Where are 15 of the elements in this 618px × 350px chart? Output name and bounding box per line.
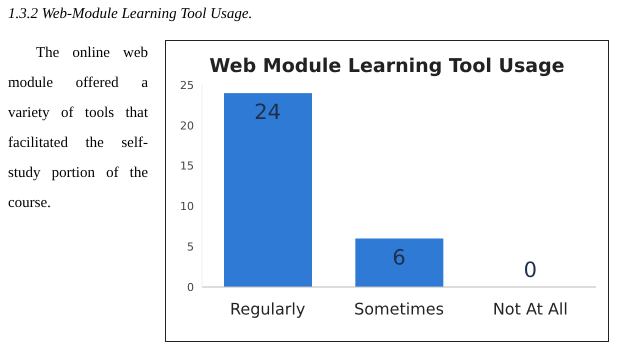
y-tick-label: 10 <box>180 200 194 214</box>
y-tick-label: 20 <box>180 119 194 132</box>
chart-title: Web Module Learning Tool Usage <box>208 55 566 77</box>
y-tick-label: 5 <box>187 240 194 254</box>
text: 1.3.2 Web-Module Learning Tool Usage. <box>8 6 252 23</box>
data-label: 0 <box>524 258 538 282</box>
data-label: 24 <box>254 100 282 124</box>
x-tick-label: Sometimes <box>354 299 444 318</box>
text: The online web module offered a variety of tools that facilitated the self-study portion of the course. <box>8 44 148 213</box>
y-tick-label: 15 <box>180 160 194 173</box>
y-tick-label: 0 <box>187 280 194 294</box>
data-label: 6 <box>392 246 406 270</box>
x-tick-label: Not At All <box>492 299 568 318</box>
y-tick-label: 25 <box>180 78 194 92</box>
x-tick-label: Regularly <box>230 299 306 318</box>
